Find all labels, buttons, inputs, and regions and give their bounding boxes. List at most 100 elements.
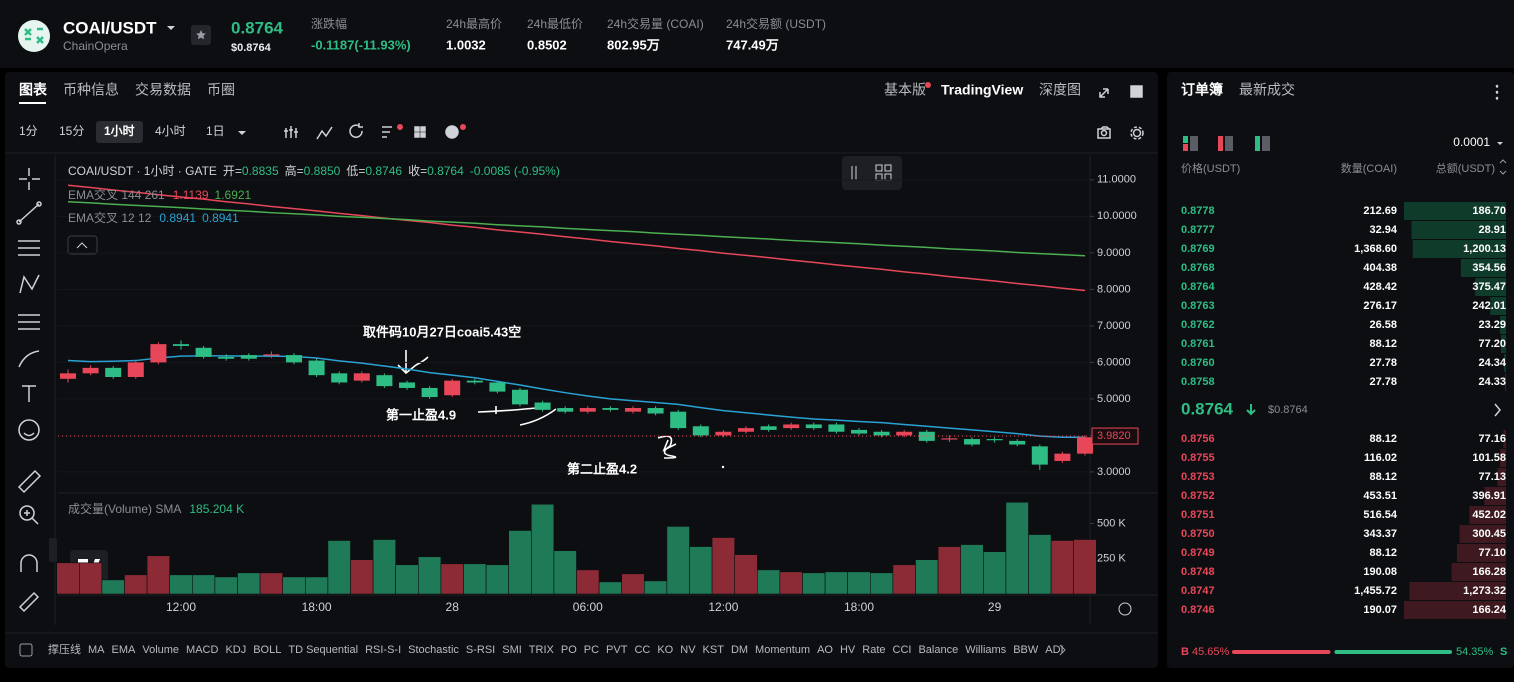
depth-bar	[1451, 563, 1506, 581]
ob-amount: 88.12	[1369, 433, 1397, 445]
ob-price: 0.8778	[1181, 205, 1215, 217]
sell-letter: S	[1500, 646, 1507, 658]
view-tab[interactable]: TradingView	[941, 82, 1023, 98]
ob-amount: 276.17	[1363, 300, 1397, 312]
volume-bar	[915, 559, 939, 595]
candle-body	[489, 382, 506, 392]
view-tab[interactable]: 深度图	[1039, 82, 1081, 98]
ob-total: 452.02	[1472, 509, 1506, 521]
mid-chevron[interactable]	[1494, 403, 1501, 417]
ema-legend-value: 0.8941	[159, 211, 196, 225]
ob-amount: 1,368.60	[1354, 243, 1397, 255]
ohlc-label: 收=	[408, 164, 427, 178]
axis-settings[interactable]	[1118, 602, 1132, 616]
ob-total: 166.28	[1472, 566, 1506, 578]
ob-total: 186.70	[1472, 205, 1506, 217]
candle-body	[195, 347, 212, 357]
x-tick-label: 29	[988, 600, 1002, 614]
volume-bar	[79, 562, 103, 595]
ob-price: 0.8760	[1181, 357, 1215, 369]
ob-total: 300.45	[1472, 528, 1506, 540]
candle-body	[670, 411, 687, 429]
candle-body	[173, 344, 189, 346]
dot	[721, 465, 725, 469]
volume-bar	[802, 572, 826, 595]
depth-bar	[1500, 316, 1506, 334]
indicator: Volume	[142, 644, 179, 656]
side-handle[interactable]	[49, 538, 57, 562]
indicator: Balance	[918, 644, 958, 656]
ob-price: 0.8756	[1181, 433, 1215, 445]
volume-bar	[56, 562, 80, 595]
volume-sma: 185.204 K	[189, 502, 244, 516]
interval[interactable]: 1分	[19, 124, 38, 138]
volume-bar	[530, 503, 555, 595]
ob-col: 数量(COAI)	[1341, 162, 1397, 175]
indicator: TRIX	[529, 644, 555, 656]
chart-tool-icons[interactable]	[284, 85, 1144, 140]
volume-bar	[598, 581, 622, 595]
ohlc-value: 0.8850	[304, 164, 341, 178]
candle-body	[1054, 453, 1071, 461]
pair-name: COAI/USDT	[63, 18, 157, 37]
volume-bar	[372, 539, 397, 595]
volume-bar	[1073, 539, 1097, 595]
candle-body	[1077, 437, 1093, 454]
ob-total: 354.56	[1472, 262, 1506, 274]
ob-amount: 428.42	[1363, 281, 1397, 293]
y-tick-label: 10.0000	[1097, 210, 1137, 222]
depth-bar	[1404, 601, 1506, 619]
ob-amount: 32.94	[1369, 224, 1397, 236]
candle-body	[760, 426, 777, 430]
interval[interactable]: 15分	[59, 124, 84, 138]
interval[interactable]: 4小时	[155, 124, 186, 138]
chart-tab[interactable]: 币种信息	[63, 82, 119, 98]
ob-tab[interactable]: 订单簿	[1181, 82, 1223, 98]
pair-dropdown[interactable]	[167, 26, 175, 30]
chart-tab[interactable]: 币圈	[207, 82, 235, 98]
candle-body	[941, 438, 958, 440]
volume-bar	[214, 576, 238, 595]
floating-toolbar[interactable]	[842, 156, 902, 190]
ob-precision[interactable]: 0.0001	[1453, 135, 1490, 149]
interval[interactable]: 1日	[206, 124, 225, 138]
interval[interactable]: 1小时	[104, 123, 135, 138]
volume-bar	[417, 556, 442, 595]
volume-bar	[711, 537, 735, 595]
depth-bar	[1505, 373, 1506, 391]
y-tick-label: 5.0000	[1097, 393, 1131, 405]
y-tick-label: 9.0000	[1097, 247, 1131, 259]
indicator-more[interactable]	[1059, 644, 1066, 656]
volume-bar	[982, 551, 1007, 595]
stat-label: 24h交易量 (COAI)	[607, 16, 704, 31]
interval-dropdown[interactable]	[238, 131, 246, 135]
orderbook-view-icons[interactable]	[1183, 136, 1270, 151]
candle-body	[127, 362, 144, 377]
ob-amount: 27.78	[1369, 357, 1397, 369]
candle-body	[466, 380, 483, 383]
candle-body	[715, 431, 732, 436]
ob-price: 0.8762	[1181, 319, 1215, 331]
stat-value: 1.0032	[446, 37, 486, 52]
stat-value: 747.49万	[726, 37, 779, 52]
view-tab[interactable]: 基本版	[884, 82, 926, 98]
ob-amount: 212.69	[1363, 205, 1397, 217]
last-price-tag	[1091, 427, 1139, 445]
x-tick-label: 12:00	[708, 600, 738, 614]
ob-tab[interactable]: 最新成交	[1239, 82, 1295, 98]
ohlc-label: 开=	[223, 164, 242, 178]
precision-dropdown[interactable]	[1497, 142, 1503, 145]
candle-body	[557, 408, 574, 412]
y-tick-label: 6.0000	[1097, 356, 1131, 368]
depth-bar	[1503, 430, 1506, 448]
collapse-legend[interactable]	[67, 235, 98, 255]
candle-body	[399, 382, 415, 388]
chart-tab[interactable]: 交易数据	[135, 82, 191, 98]
drawing-toolbar[interactable]	[16, 168, 42, 613]
sort-icon[interactable]	[1499, 159, 1507, 175]
indicator-icon[interactable]	[19, 643, 33, 657]
depth-bar	[1497, 468, 1506, 486]
chart-tab[interactable]: 图表	[19, 82, 48, 98]
indicator: PC	[584, 644, 599, 656]
volume-bar	[756, 569, 781, 595]
